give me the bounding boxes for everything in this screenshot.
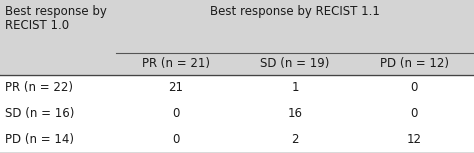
Text: PD (n = 14): PD (n = 14) — [5, 134, 74, 146]
Text: RECIST 1.0: RECIST 1.0 — [5, 19, 69, 32]
Text: Best response by RECIST 1.1: Best response by RECIST 1.1 — [210, 5, 380, 18]
Text: 0: 0 — [172, 108, 180, 120]
Text: PR (n = 22): PR (n = 22) — [5, 82, 73, 94]
Text: 2: 2 — [292, 134, 299, 146]
Bar — [0, 0, 474, 75]
Bar — [0, 75, 474, 153]
Text: 0: 0 — [172, 134, 180, 146]
Text: SD (n = 16): SD (n = 16) — [5, 108, 74, 120]
Text: SD (n = 19): SD (n = 19) — [260, 57, 330, 70]
Text: 21: 21 — [168, 82, 183, 94]
Text: 0: 0 — [410, 82, 418, 94]
Text: 16: 16 — [288, 108, 302, 120]
Text: PD (n = 12): PD (n = 12) — [380, 57, 449, 70]
Text: Best response by: Best response by — [5, 5, 107, 18]
Text: 12: 12 — [407, 134, 422, 146]
Text: 0: 0 — [410, 108, 418, 120]
Text: 1: 1 — [292, 82, 299, 94]
Text: PR (n = 21): PR (n = 21) — [142, 57, 210, 70]
